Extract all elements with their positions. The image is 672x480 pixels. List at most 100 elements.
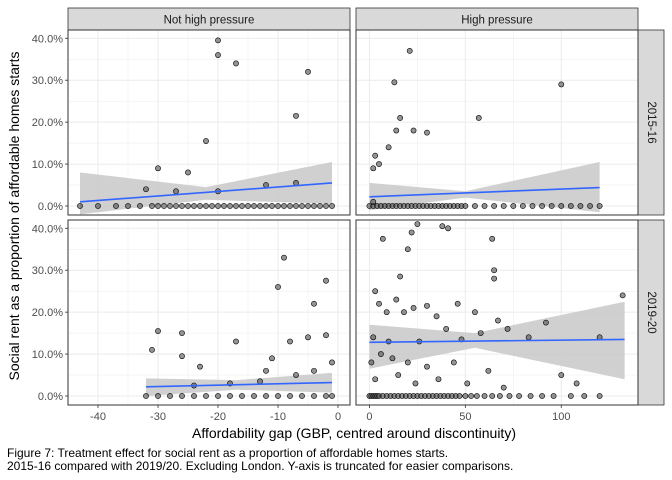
data-point xyxy=(558,203,565,209)
data-point xyxy=(275,284,281,290)
data-point xyxy=(215,203,221,209)
data-point xyxy=(209,203,215,209)
data-point xyxy=(311,393,317,399)
data-point xyxy=(393,127,400,134)
data-point xyxy=(510,203,517,209)
data-point xyxy=(257,203,263,209)
data-point xyxy=(472,309,478,316)
data-point xyxy=(269,203,275,209)
data-point xyxy=(550,393,557,399)
data-point xyxy=(433,313,440,320)
data-point xyxy=(496,393,503,399)
data-point xyxy=(567,203,574,209)
data-point xyxy=(263,367,269,374)
y-tick-label: 40.0% xyxy=(32,33,63,45)
data-point xyxy=(412,380,419,387)
fit-line xyxy=(79,182,333,203)
data-point xyxy=(558,81,565,88)
data-point xyxy=(137,203,143,209)
data-point xyxy=(311,203,317,209)
data-point xyxy=(372,376,379,383)
data-point xyxy=(456,393,463,399)
data-point xyxy=(305,203,311,209)
data-point xyxy=(323,332,329,339)
data-point xyxy=(203,138,209,144)
data-point xyxy=(450,359,457,366)
data-point xyxy=(527,393,534,399)
data-point xyxy=(477,330,484,337)
data-point xyxy=(299,203,305,209)
data-point xyxy=(445,225,451,232)
data-point xyxy=(370,198,377,205)
x-tick-label: 0 xyxy=(335,411,341,423)
data-point xyxy=(329,393,335,399)
data-point xyxy=(473,393,480,399)
data-point xyxy=(495,317,501,324)
data-point xyxy=(125,203,131,209)
facet-label-high-pressure: High pressure xyxy=(461,15,533,27)
data-point xyxy=(281,203,287,209)
data-point xyxy=(376,161,382,167)
data-point xyxy=(173,188,179,195)
data-point xyxy=(293,372,299,378)
data-point xyxy=(263,182,269,188)
fit-line xyxy=(145,381,333,388)
data-point xyxy=(491,275,498,282)
data-point xyxy=(596,393,603,399)
data-point xyxy=(191,203,197,209)
data-point xyxy=(251,393,257,399)
data-point xyxy=(173,203,179,209)
data-point xyxy=(161,203,167,209)
data-point xyxy=(317,203,323,209)
data-point xyxy=(329,203,335,209)
y-tick-label: 20.0% xyxy=(32,307,63,319)
data-point xyxy=(539,203,545,209)
facet-label-not-high-pressure: Not high pressure xyxy=(164,15,255,27)
data-point xyxy=(500,203,507,209)
data-point xyxy=(239,393,245,399)
data-point xyxy=(257,378,263,385)
data-point xyxy=(573,380,580,387)
data-point xyxy=(197,363,203,370)
data-point xyxy=(215,37,221,44)
data-point xyxy=(489,393,496,399)
data-point xyxy=(379,235,386,242)
data-point xyxy=(397,115,404,121)
facet-strip-2015-16 xyxy=(637,29,665,216)
data-point xyxy=(323,203,329,209)
data-point xyxy=(293,203,299,209)
data-point xyxy=(197,203,203,209)
data-point xyxy=(155,393,161,399)
data-point xyxy=(323,277,329,284)
data-point xyxy=(587,203,593,209)
figure-caption-line-2: 2015-16 compared with 2019/20. Excluding… xyxy=(7,459,514,473)
data-point xyxy=(397,273,404,280)
x-tick-label: 50 xyxy=(459,411,471,423)
data-point xyxy=(393,296,400,303)
data-point xyxy=(233,60,239,67)
data-point xyxy=(179,353,185,360)
data-point xyxy=(539,393,545,399)
data-point xyxy=(548,203,555,209)
data-point xyxy=(113,203,119,209)
data-point xyxy=(155,165,161,172)
data-point xyxy=(77,203,83,209)
data-point xyxy=(179,330,185,337)
x-tick-label: -40 xyxy=(90,411,106,423)
data-point xyxy=(245,203,251,209)
data-point xyxy=(504,326,511,332)
data-point xyxy=(506,393,513,399)
data-point xyxy=(389,355,396,362)
y-tick-label: 10.0% xyxy=(32,159,63,171)
figure-caption-line-1: Figure 7: Treatment effect for social re… xyxy=(7,446,449,460)
data-point xyxy=(263,393,269,399)
data-point xyxy=(275,203,281,209)
data-point xyxy=(581,393,588,399)
data-point xyxy=(395,372,402,378)
x-tick-label: -30 xyxy=(150,411,166,423)
data-point xyxy=(305,68,311,75)
data-point xyxy=(462,393,469,399)
data-point xyxy=(500,384,507,391)
data-point xyxy=(263,203,269,209)
confidence-band xyxy=(369,162,600,213)
